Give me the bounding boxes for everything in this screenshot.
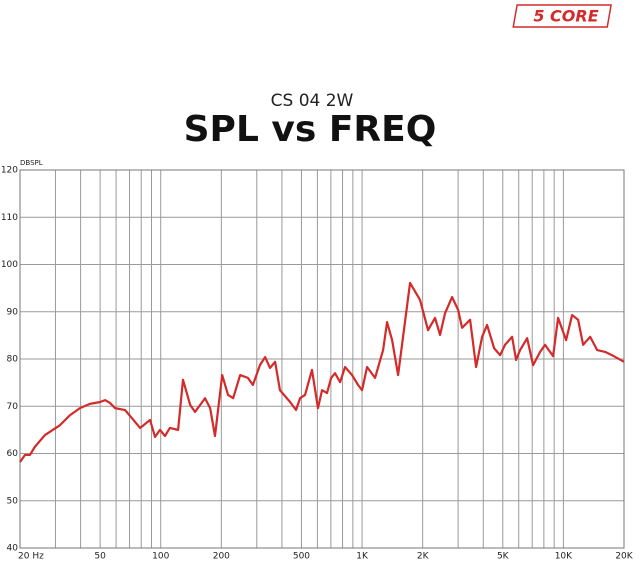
- y-tick-label: 110: [1, 213, 18, 223]
- x-tick-label: 20 Hz: [18, 552, 44, 562]
- x-tick-label: 5K: [497, 552, 510, 562]
- x-tick-label: 100: [152, 552, 169, 562]
- logo-box: [512, 4, 613, 28]
- logo: 5 CORE: [533, 7, 598, 26]
- y-tick-label: 100: [1, 260, 18, 270]
- x-tick-label: 200: [213, 552, 230, 562]
- x-tick-label: 10K: [555, 552, 573, 562]
- y-tick-label: 90: [7, 307, 19, 317]
- x-tick-label: 2K: [417, 552, 430, 562]
- x-tick-label: 1K: [356, 552, 369, 562]
- x-tick-label: 500: [293, 552, 310, 562]
- x-tick-label: 20K: [615, 552, 633, 562]
- x-tick-label: 50: [94, 552, 106, 562]
- y-tick-label: 80: [7, 355, 19, 365]
- y-axis-label: DBSPL: [20, 159, 43, 167]
- plot-frame: [19, 169, 625, 549]
- y-tick-label: 50: [7, 496, 19, 506]
- chart-subtitle: CS 04 2W: [271, 91, 354, 111]
- y-tick-label: 40: [7, 544, 19, 554]
- chart-title: SPL vs FREQ: [184, 109, 437, 150]
- y-tick-label: 120: [1, 166, 18, 176]
- y-tick-label: 60: [7, 449, 19, 459]
- y-tick-label: 70: [7, 402, 19, 412]
- line-series: [19, 281, 625, 463]
